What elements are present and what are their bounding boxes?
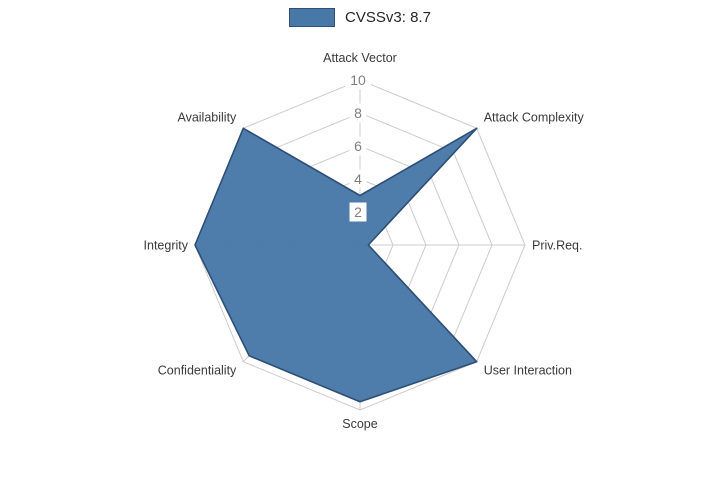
radial-tick-label: 2 [354,204,362,220]
axis-label-confidentiality: Confidentiality [158,364,237,378]
radial-tick-label: 8 [354,105,362,121]
radial-tick-label: 4 [354,171,362,187]
axis-label-attack-vector: Attack Vector [323,51,397,65]
axis-label-integrity: Integrity [144,239,189,253]
radial-tick-box [349,169,367,189]
radial-tick-label: 6 [354,138,362,154]
radial-tick-box [345,70,371,90]
legend-swatch [289,8,336,27]
radial-tick-label: 10 [350,72,366,88]
data-polygon [194,127,478,403]
radial-tick-box [349,136,367,156]
radial-tick-box [349,202,367,222]
axis-label-priv-req-: Priv.Req. [532,239,582,253]
axis-label-scope: Scope [342,417,377,431]
axis-label-availability: Availability [177,110,237,124]
legend-label: CVSSv3: 8.7 [345,9,431,26]
axis-label-user-interaction: User Interaction [484,364,572,378]
axis-label-attack-complexity: Attack Complexity [484,110,585,124]
radial-tick-box [349,103,367,123]
legend: CVSSv3: 8.7 [0,8,720,27]
